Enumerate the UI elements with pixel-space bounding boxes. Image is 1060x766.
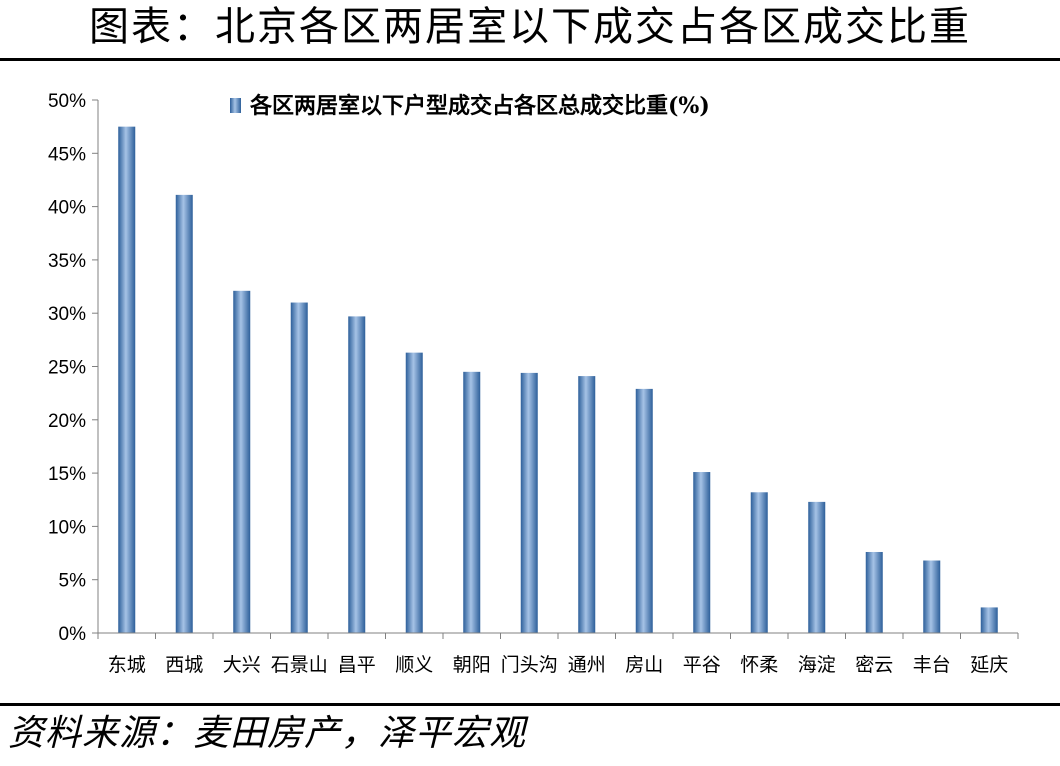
x-tick-label: 平谷 [683,654,721,676]
legend-swatch [230,98,241,113]
x-tick-label: 通州 [568,654,606,676]
bar [808,501,826,633]
title-divider [0,58,1060,61]
y-tick-label: 15% [48,464,86,485]
y-tick-label: 45% [48,144,86,165]
bar [635,388,653,633]
y-tick-label: 10% [48,517,86,538]
legend-label: 各区两居室以下户型成交占各区总成交比重(%) [249,93,710,119]
x-tick-label: 怀柔 [740,654,778,676]
y-tick-label: 35% [48,251,86,272]
x-tick-label: 朝阳 [453,654,491,676]
bar [520,372,538,633]
y-tick-label: 20% [48,411,86,432]
y-tick-label: 30% [48,304,86,325]
bar [233,290,251,633]
x-tick-label: 顺义 [395,654,433,676]
bar [175,194,193,633]
bar [578,376,596,633]
y-tick-label: 40% [48,198,86,219]
x-tick-label: 昌平 [338,654,376,676]
bars [118,126,998,634]
x-tick-label: 延庆 [970,654,1008,676]
x-axis: 东城 西城 大兴 石景山 昌平 顺义 朝阳 门头沟 通州 房山 平谷 怀柔 海淀 密云 丰台 延庆 [97,632,1019,676]
source-divider [0,703,1060,706]
bar [463,371,481,633]
x-tick-label: 房山 [625,654,663,676]
x-tick-label: 海淀 [798,654,836,676]
x-tick-label: 密云 [855,654,893,676]
x-tick-label: 大兴 [223,654,261,676]
bar [750,492,768,633]
y-tick-label: 0% [59,624,87,645]
y-axis: 0% 5% 10% 15% 20% 25% 30% 35% 40% 45% 50% [48,91,99,645]
bar [290,302,308,633]
bar [405,352,423,633]
figure-title: 图表：北京各区两居室以下成交占各区成交比重 [89,4,971,50]
x-tick-label: 丰台 [913,654,951,676]
bar [923,560,941,633]
bar [865,551,883,633]
y-tick-label: 25% [48,358,86,379]
x-tick-label: 门头沟 [501,654,558,676]
x-tick-label: 东城 [108,654,146,676]
y-tick-label: 5% [59,571,87,592]
bar-chart: 0% 5% 10% 15% 20% 25% 30% 35% 40% 45% 50% 东城 西城 大兴 石景… [48,91,1019,676]
y-tick-label: 50% [48,91,86,112]
bar [348,316,366,633]
bar [693,472,711,633]
bar [980,607,998,633]
x-tick-label: 西城 [165,654,203,676]
bar [118,126,136,634]
legend: 各区两居室以下户型成交占各区总成交比重(%) [230,93,710,119]
x-tick-label: 石景山 [271,654,328,676]
source-note: 资料来源：麦田房产，泽平宏观 [8,713,527,754]
